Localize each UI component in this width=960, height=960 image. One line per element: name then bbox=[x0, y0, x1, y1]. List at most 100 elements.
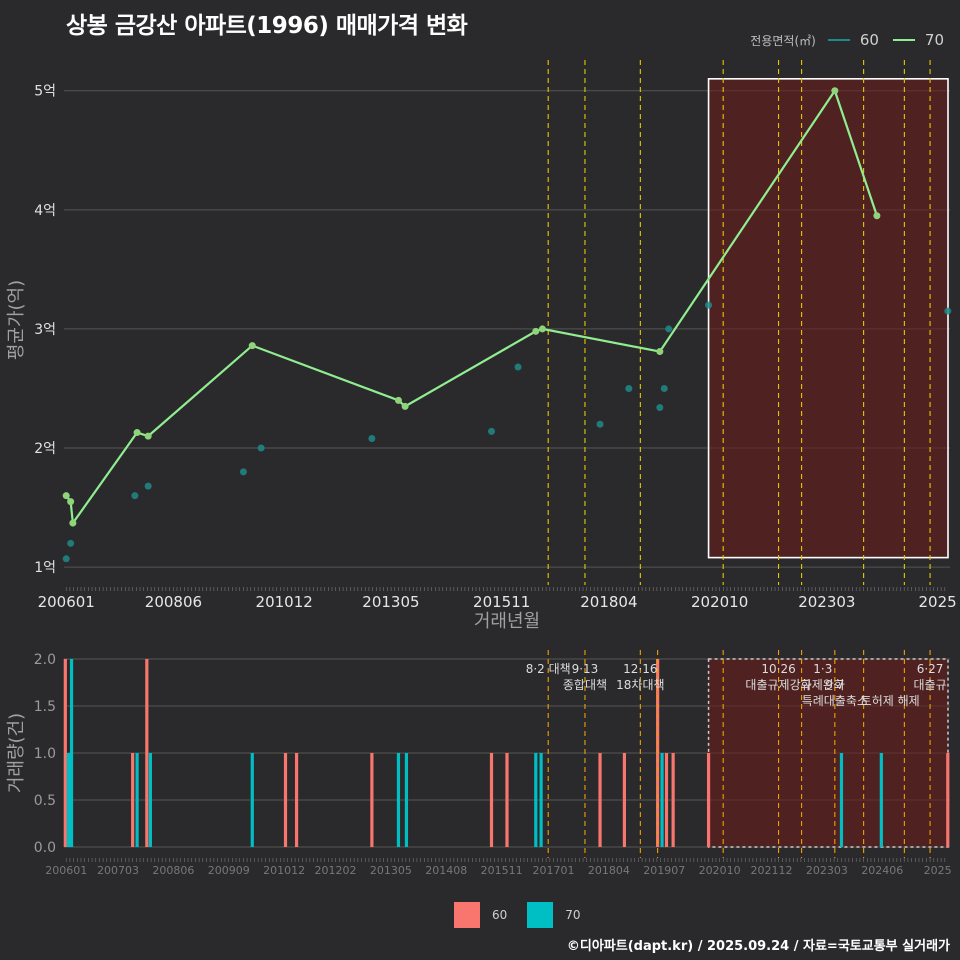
policy-annotation: 8·2 대책 bbox=[526, 661, 571, 676]
chart-title: 상봉 금강산 아파트(1996) 매매가격 변화 bbox=[66, 13, 468, 39]
bar-y-tick-label: 0.5 bbox=[34, 793, 56, 809]
bar-60 bbox=[505, 753, 509, 847]
x-tick-label: 201804 bbox=[580, 593, 637, 611]
y-tick-label: 2억 bbox=[34, 441, 56, 457]
bar-70 bbox=[396, 753, 401, 847]
bar-x-tick-label: 200909 bbox=[208, 864, 250, 877]
legend-label-70: 70 bbox=[924, 31, 944, 49]
x-tick-label: 200601 bbox=[38, 593, 95, 611]
policy-annotation: 12·16 bbox=[623, 662, 657, 676]
bar-70 bbox=[539, 753, 543, 847]
point-70 bbox=[144, 432, 152, 440]
point-60 bbox=[144, 482, 152, 490]
y-tick-label: 5억 bbox=[34, 84, 56, 100]
policy-annotation: 종합대책 bbox=[563, 677, 607, 692]
bar-x-tick-label: 200703 bbox=[97, 864, 139, 877]
highlight-box bbox=[707, 78, 949, 559]
x-tick-label: 201012 bbox=[256, 593, 313, 611]
point-70 bbox=[69, 519, 77, 527]
legend-box-60 bbox=[454, 902, 480, 928]
bar-70 bbox=[660, 753, 664, 847]
policy-annotation: 18차대책 bbox=[616, 677, 664, 692]
bar-60 bbox=[63, 659, 67, 847]
bar-x-tick-label: 201907 bbox=[643, 864, 685, 877]
point-60 bbox=[67, 539, 75, 547]
point-60 bbox=[368, 435, 376, 443]
bar-70 bbox=[135, 753, 139, 847]
legend-label-60: 60 bbox=[859, 31, 879, 49]
point-60 bbox=[944, 307, 952, 315]
bar-60 bbox=[489, 753, 494, 847]
bar-60 bbox=[283, 753, 288, 847]
policy-annotation: 대출규 bbox=[914, 678, 947, 692]
bar-60 bbox=[370, 753, 374, 847]
point-60 bbox=[62, 555, 70, 563]
bar-70 bbox=[250, 753, 254, 847]
bar-x-tick-label: 201305 bbox=[370, 864, 412, 877]
point-70 bbox=[248, 342, 256, 350]
policy-annotation: 대출규제강화 bbox=[745, 678, 811, 692]
y-tick-label: 1억 bbox=[34, 560, 56, 576]
bar-70 bbox=[66, 753, 71, 847]
point-70 bbox=[67, 498, 75, 506]
x-tick-label: 202303 bbox=[798, 593, 855, 611]
point-70 bbox=[394, 396, 402, 404]
bar-x-tick-label: 201701 bbox=[533, 864, 575, 877]
policy-annotation: 9·13 bbox=[572, 662, 599, 676]
bar-x-tick-label: 201202 bbox=[315, 864, 357, 877]
bar-x-tick-label: 2025 bbox=[924, 864, 952, 877]
bar-x-tick-label: 201408 bbox=[425, 864, 467, 877]
point-70 bbox=[133, 429, 141, 437]
bar-x-tick-label: 201012 bbox=[263, 864, 305, 877]
bar-x-tick-label: 202112 bbox=[750, 864, 792, 877]
x-tick-label: 2025 bbox=[919, 593, 957, 611]
point-60 bbox=[660, 384, 668, 392]
bar-x-tick-label: 200601 bbox=[45, 864, 87, 877]
point-70 bbox=[62, 492, 70, 500]
bar-60 bbox=[622, 753, 626, 847]
bar-x-tick-label: 202010 bbox=[699, 864, 741, 877]
policy-annotation: 9·7 bbox=[825, 678, 844, 692]
bar-60 bbox=[946, 753, 950, 847]
point-60 bbox=[487, 427, 495, 435]
bar-60 bbox=[706, 753, 711, 847]
policy-annotation: 6·27 bbox=[917, 662, 944, 676]
bar-y-tick-label: 2.0 bbox=[34, 652, 56, 668]
point-70 bbox=[831, 87, 839, 95]
legend-title: 전용면적(㎡) bbox=[750, 33, 816, 48]
point-60 bbox=[625, 384, 633, 392]
policy-annotation: 토허제 해제 bbox=[861, 694, 920, 708]
bar-y-tick-label: 0.0 bbox=[34, 840, 56, 856]
bar-y-axis-title: 거래량(건) bbox=[6, 713, 27, 793]
policy-annotation: 1·3 bbox=[813, 662, 832, 676]
bar-60 bbox=[671, 753, 675, 847]
x-axis-title: 거래년월 bbox=[474, 611, 540, 632]
bar-x-tick-label: 202303 bbox=[806, 864, 848, 877]
point-70 bbox=[538, 325, 546, 333]
bar-70 bbox=[148, 753, 152, 847]
x-tick-label: 200806 bbox=[145, 593, 202, 611]
bar-highlight-box bbox=[707, 658, 949, 848]
y-tick-label: 4억 bbox=[34, 203, 56, 219]
point-60 bbox=[596, 420, 604, 428]
bar-70 bbox=[69, 659, 74, 847]
legend-swatch-70 bbox=[892, 39, 915, 41]
point-60 bbox=[257, 444, 265, 452]
y-axis-title: 평균가(억) bbox=[6, 280, 27, 360]
point-70 bbox=[532, 327, 540, 335]
footer-credit: ©디아파트(dapt.kr) / 2025.09.24 / 자료=국토교통부 실… bbox=[566, 939, 950, 954]
point-60 bbox=[239, 468, 247, 476]
x-tick-label: 201511 bbox=[473, 593, 530, 611]
bar-x-tick-label: 200806 bbox=[152, 864, 194, 877]
y-tick-label: 3억 bbox=[34, 322, 56, 338]
legend-top: 전용면적(㎡) 60 70 bbox=[750, 31, 952, 49]
point-60 bbox=[656, 404, 664, 412]
bar-y-tick-label: 1.5 bbox=[34, 699, 56, 715]
x-tick-label: 201305 bbox=[362, 593, 419, 611]
bar-60 bbox=[598, 753, 602, 847]
bar-60 bbox=[131, 753, 135, 847]
bar-x-tick-label: 202406 bbox=[861, 864, 903, 877]
point-60 bbox=[514, 363, 522, 371]
legend-bottom-label-70: 70 bbox=[565, 908, 581, 922]
